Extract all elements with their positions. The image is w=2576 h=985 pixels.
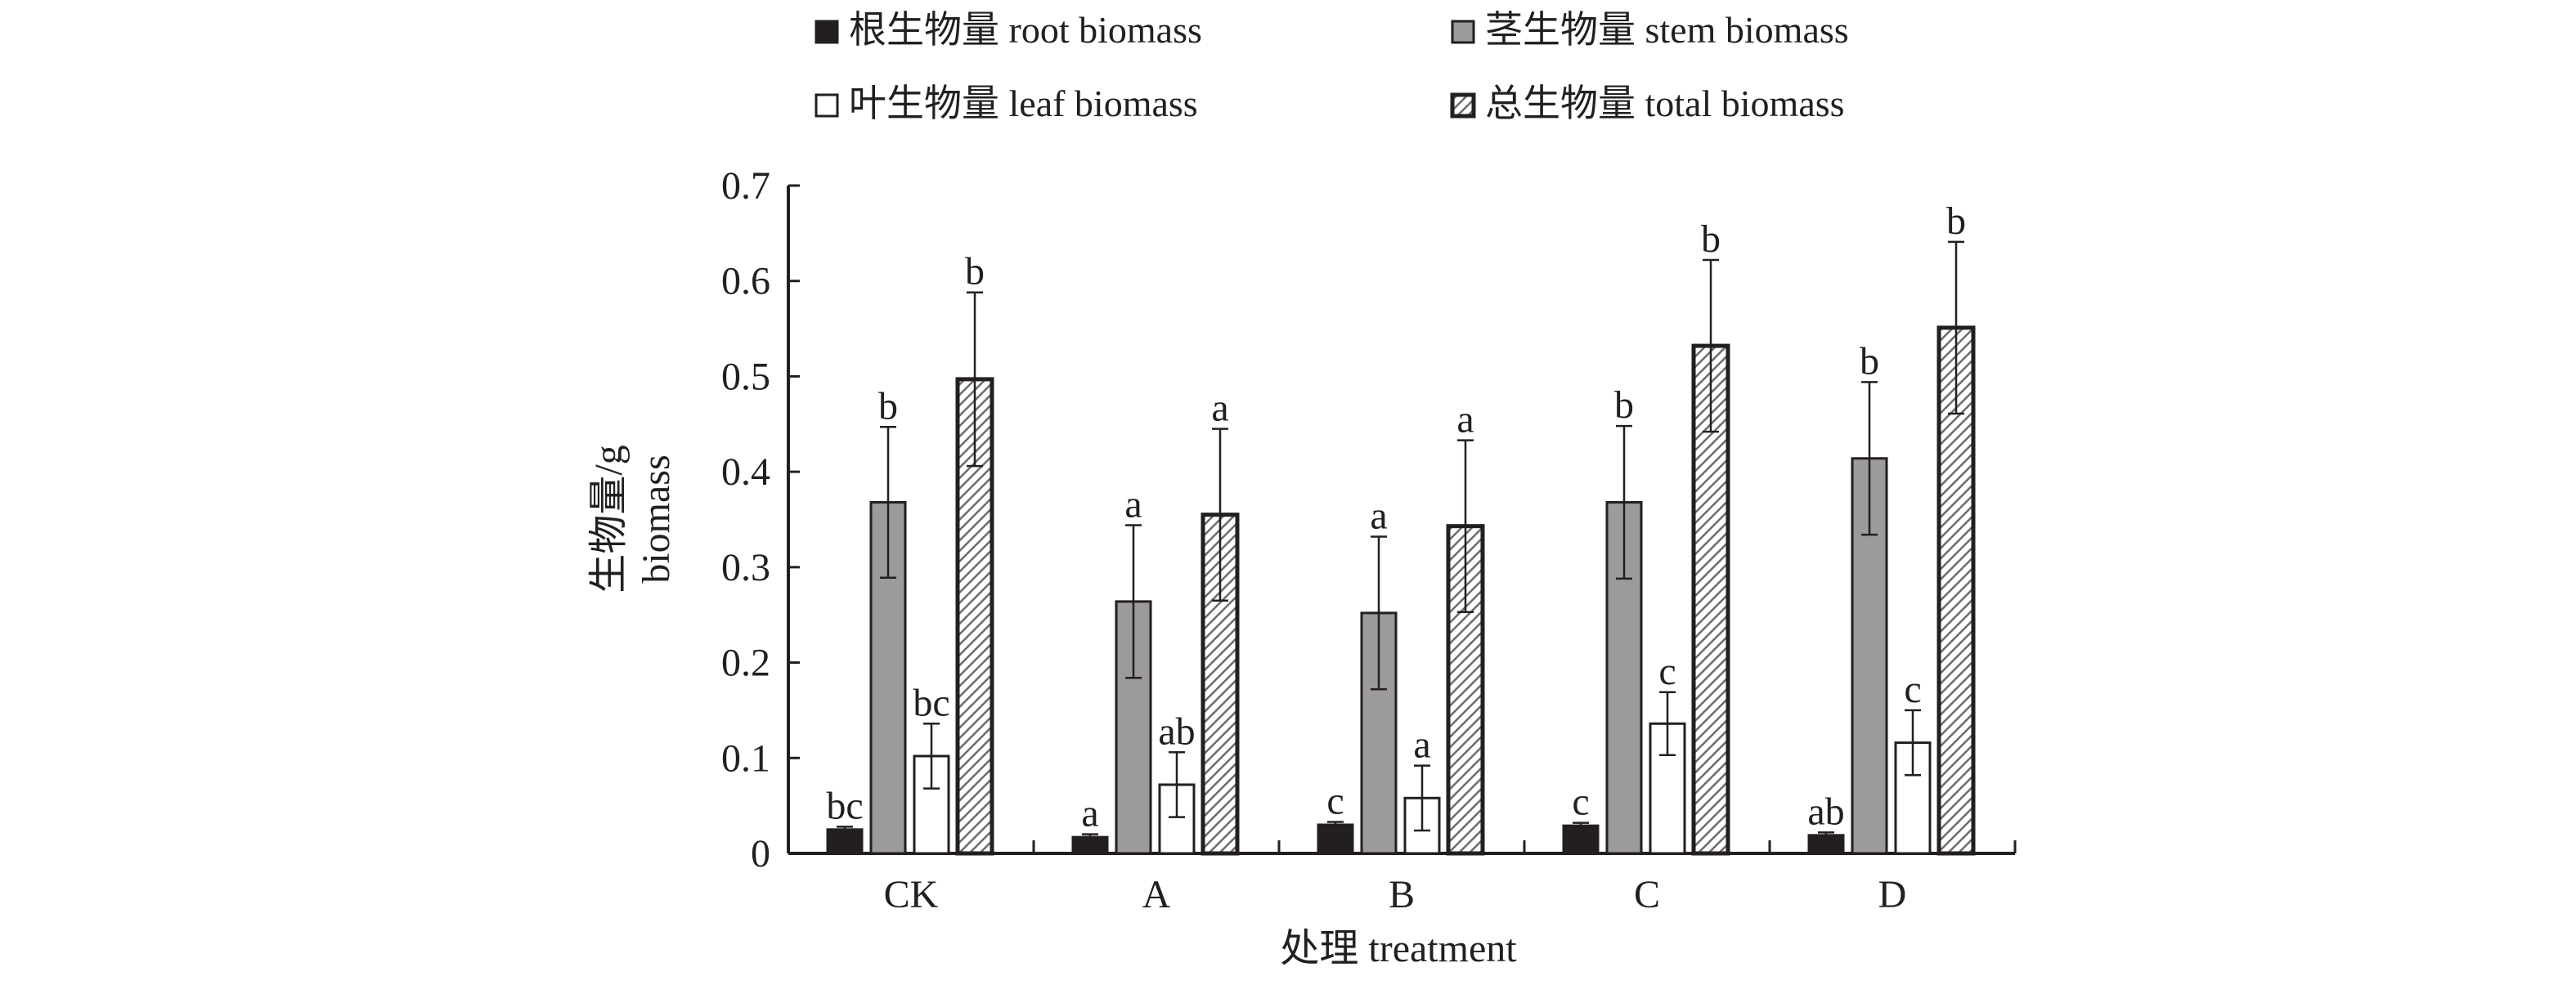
legend-swatch-stem xyxy=(1451,20,1475,44)
legend-label-root: 根生物量 root biomass xyxy=(849,9,1202,51)
significance-letter: a xyxy=(1081,792,1098,835)
significance-letter: c xyxy=(1326,779,1344,822)
legend: 根生物量 root biomass 茎生物量 stem biomass 叶生物量 l… xyxy=(815,9,1849,124)
x-tick-label: CK xyxy=(884,873,939,916)
significance-letter: a xyxy=(1124,483,1142,526)
significance-letter: bc xyxy=(913,681,949,724)
bar-root xyxy=(1562,824,1600,855)
significance-letter: c xyxy=(1572,781,1589,824)
y-tick-label: 0.4 xyxy=(721,450,770,494)
significance-letter: ab xyxy=(1158,710,1195,753)
significance-letter: b xyxy=(965,250,985,293)
y-tick-label: 0.7 xyxy=(721,164,770,208)
x-axis-label: 处理 treatment xyxy=(1280,927,1517,970)
legend-label-total: 总生物量 total biomass xyxy=(1485,83,1845,124)
significance-letter: b xyxy=(1860,339,1879,383)
y-tick-label: 0.6 xyxy=(721,260,770,303)
y-axis-label-cn: 生物量/g xyxy=(587,445,631,593)
significance-letter: b xyxy=(1946,199,1966,243)
x-tick-label: D xyxy=(1878,873,1907,916)
significance-letter: a xyxy=(1456,398,1474,441)
significance-letter: c xyxy=(1658,650,1676,693)
legend-swatch-leaf xyxy=(815,93,839,118)
legend-label-leaf: 叶生物量 leaf biomass xyxy=(849,83,1198,124)
x-tick-label: B xyxy=(1389,873,1415,916)
legend-swatch-root xyxy=(815,20,839,44)
bar-total xyxy=(1200,513,1240,856)
x-tick-label: C xyxy=(1634,873,1660,916)
y-tick-label: 0.3 xyxy=(721,546,770,589)
legend-swatch-total xyxy=(1450,92,1476,119)
axes: 0 0.1 0.2 0.3 0.4 0.5 0.6 0.7 CK A B C D xyxy=(721,164,2017,916)
y-tick-label: 0 xyxy=(751,832,770,875)
significance-letter: a xyxy=(1413,723,1430,767)
x-tick-label: A xyxy=(1142,873,1171,916)
significance-letter: b xyxy=(878,384,898,428)
significance-letter: b xyxy=(1614,383,1634,427)
bar-root xyxy=(1317,823,1354,855)
y-tick-label: 0.5 xyxy=(721,355,770,398)
significance-letter: a xyxy=(1211,387,1228,430)
significance-letter: ab xyxy=(1807,790,1844,833)
y-axis-label-en: biomass xyxy=(635,454,678,583)
y-tick-label: 0.2 xyxy=(721,642,770,685)
bar-leaf xyxy=(1894,741,1932,855)
legend-label-stem: 茎生物量 stem biomass xyxy=(1485,9,1849,51)
y-tick-label: 0.1 xyxy=(721,737,770,780)
significance-letter: b xyxy=(1701,217,1721,261)
significance-letter: a xyxy=(1370,495,1387,538)
significance-letter: bc xyxy=(826,784,863,827)
significance-letter: c xyxy=(1904,668,1921,711)
bar-root xyxy=(826,828,864,855)
